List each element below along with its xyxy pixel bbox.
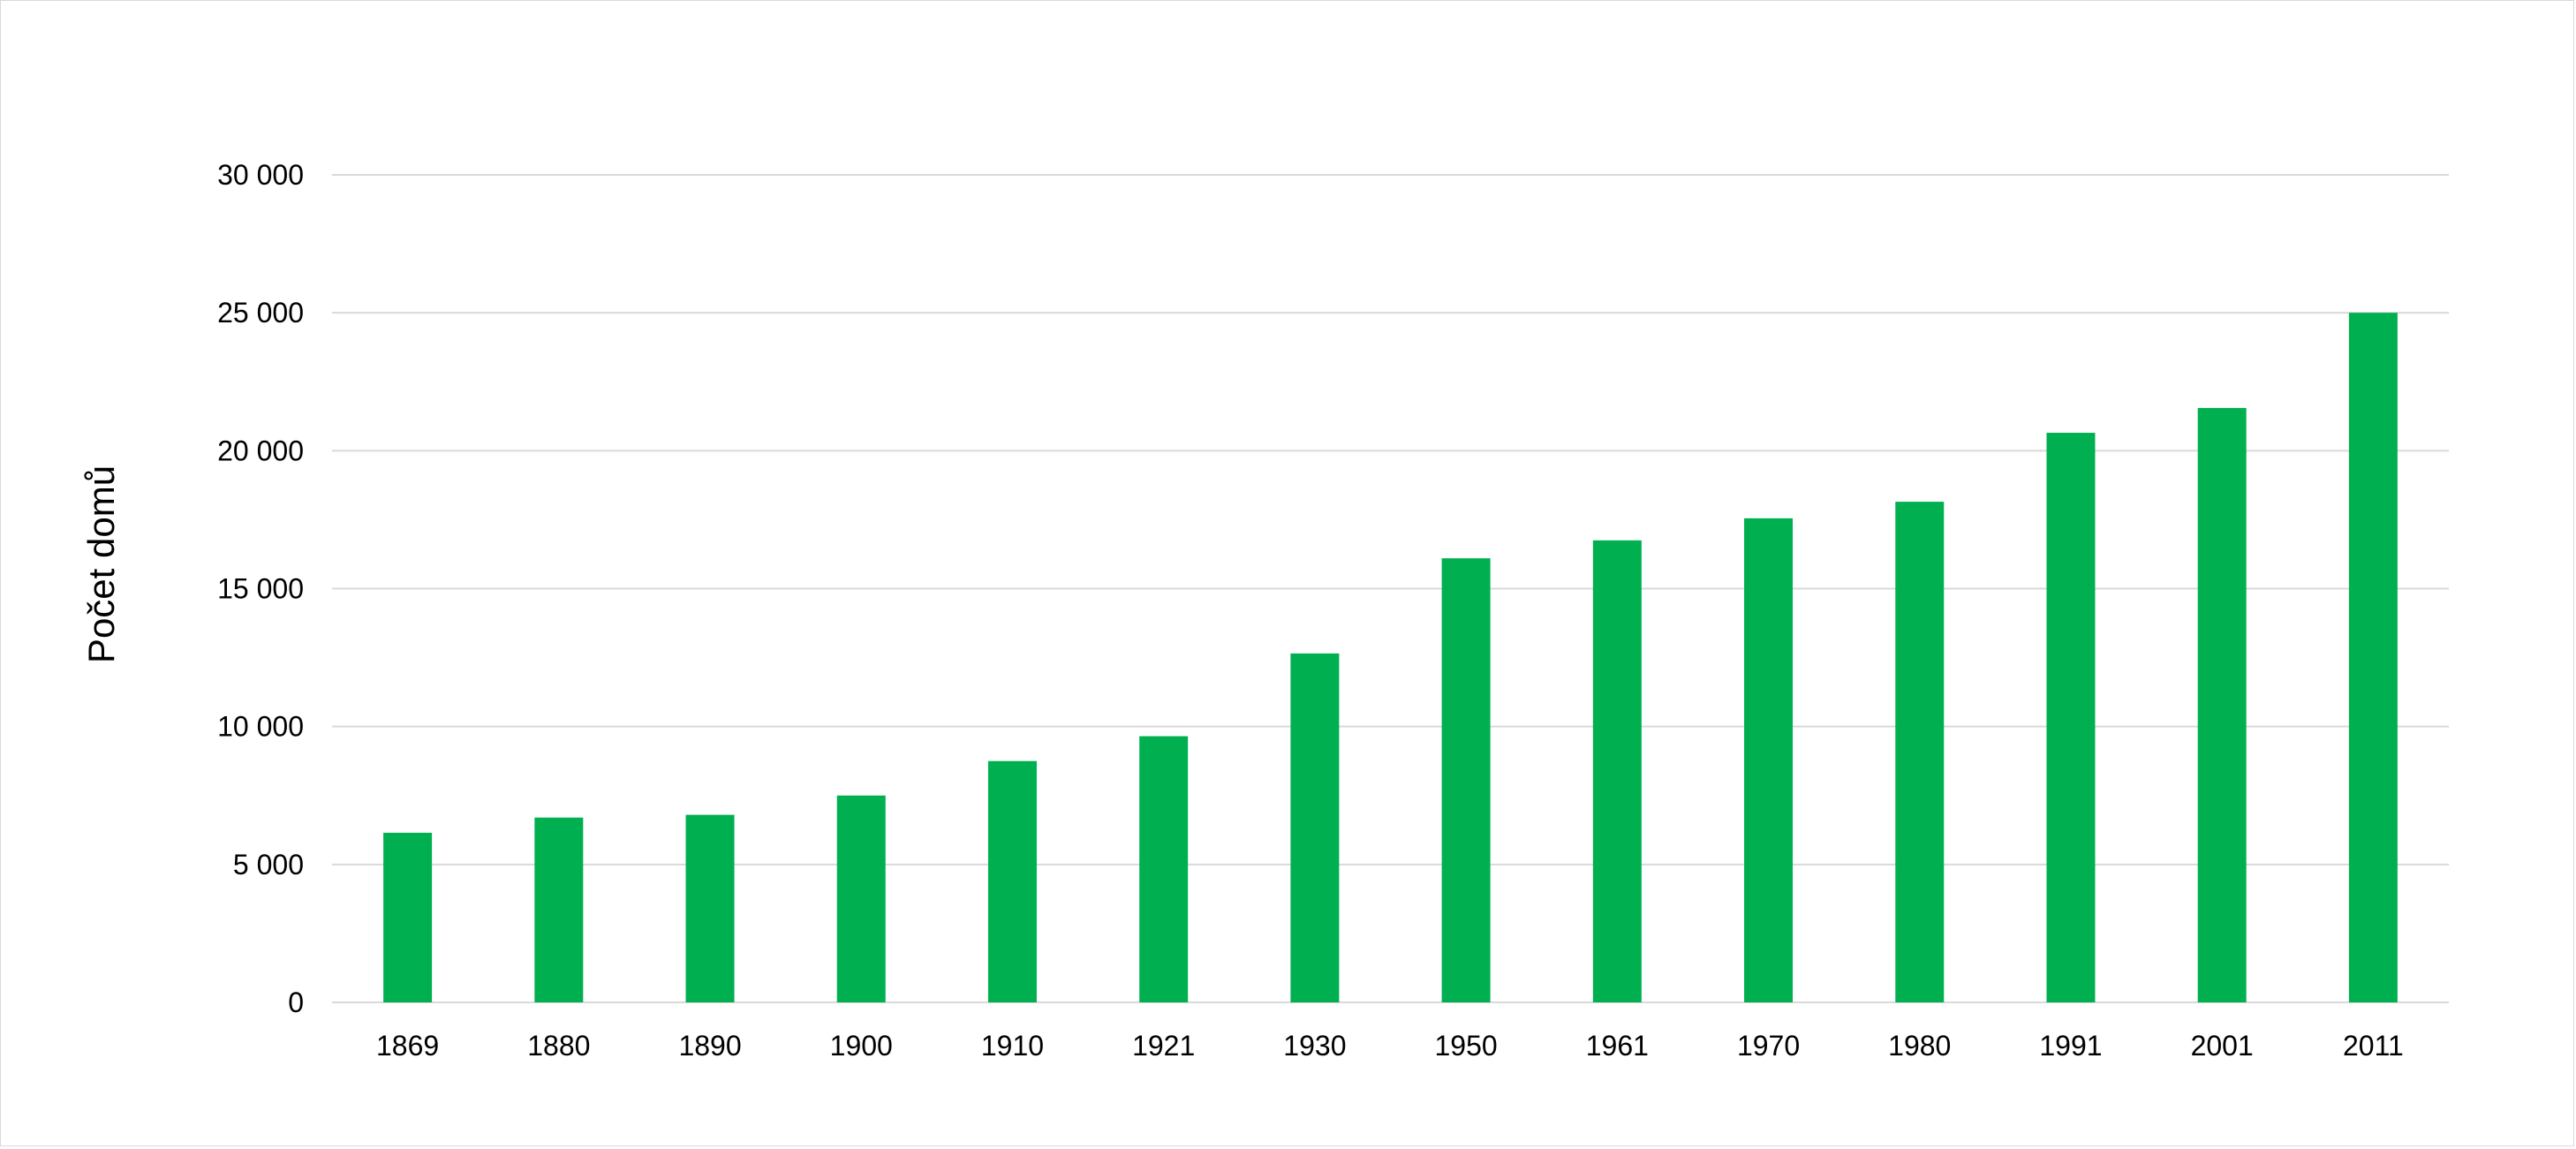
- bar-1970: [1744, 518, 1794, 1002]
- bar-1910: [987, 760, 1037, 1002]
- x-axis-tick-labels: 1869 1880 1890 1900 1910 1921 1930 1950 1961 1970…: [376, 1030, 2404, 1062]
- x-tick-label: 2011: [2343, 1030, 2404, 1062]
- x-tick-label: 1869: [376, 1030, 439, 1062]
- bar-1930: [1290, 653, 1340, 1002]
- x-tick-label: 1970: [1737, 1030, 1800, 1062]
- bar-1921: [1139, 736, 1189, 1002]
- y-tick-label: 0: [288, 986, 304, 1018]
- x-tick-label: 1950: [1435, 1030, 1498, 1062]
- y-tick-label: 15 000: [217, 573, 304, 605]
- y-tick-label: 10 000: [217, 711, 304, 743]
- bar-2001: [2197, 407, 2247, 1003]
- bar-1880: [534, 817, 584, 1002]
- x-tick-label: 1890: [678, 1030, 741, 1062]
- y-axis-tick-labels: 0 5 000 10 000 15 000 20 000 25 000 30 000: [217, 159, 304, 1018]
- x-tick-label: 1910: [981, 1030, 1044, 1062]
- bar-1961: [1592, 540, 1642, 1002]
- x-tick-label: 1921: [1132, 1030, 1195, 1062]
- y-tick-label: 25 000: [217, 297, 304, 329]
- y-tick-label: 20 000: [217, 435, 304, 466]
- bar-2011: [2348, 313, 2398, 1003]
- x-tick-label: 1991: [2039, 1030, 2102, 1062]
- bar-1890: [685, 814, 735, 1002]
- bar-1950: [1441, 558, 1491, 1002]
- bar-1980: [1895, 502, 1945, 1002]
- bar-1991: [2046, 433, 2096, 1002]
- x-tick-label: 1900: [830, 1030, 893, 1062]
- bar-1900: [836, 795, 886, 1002]
- x-tick-label: 2001: [2191, 1030, 2254, 1062]
- bar-1869: [383, 832, 433, 1002]
- gridlines: [332, 174, 2449, 1003]
- x-tick-label: 1930: [1283, 1030, 1346, 1062]
- x-tick-label: 1980: [1888, 1030, 1951, 1062]
- y-tick-label: 5 000: [233, 849, 304, 881]
- x-tick-label: 1880: [527, 1030, 590, 1062]
- x-tick-label: 1961: [1586, 1030, 1649, 1062]
- bars: [383, 313, 2398, 1003]
- y-axis-title: Počet domů: [80, 465, 122, 663]
- y-tick-label: 30 000: [217, 159, 304, 191]
